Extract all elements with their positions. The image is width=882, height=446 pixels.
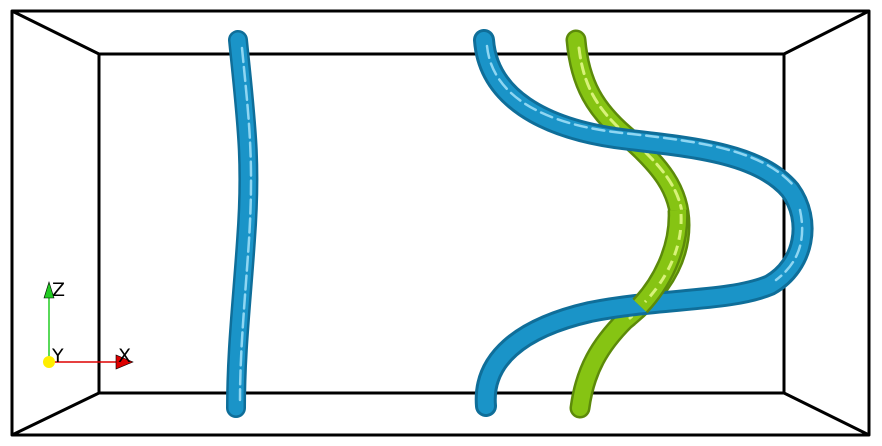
bounding-box [10,9,871,437]
y-axis-dot [43,356,55,368]
blue-tube-straight [226,30,259,418]
orientation-axes: Z Y X [43,279,134,370]
y-axis-label: Y [51,345,64,367]
box-edge-bottom-right [783,391,870,437]
x-axis-arrowhead [115,354,134,370]
green-tube-helix [565,29,691,419]
box-back-face [97,52,786,395]
green-tube-helix-front [632,209,689,314]
box-edge-top-left [11,9,100,56]
z-axis-arrowhead [43,280,55,299]
z-axis-label: Z [52,279,65,301]
box-front-face [10,9,871,437]
x-axis-label: X [118,345,131,367]
box-edge-top-right [783,9,870,56]
blue-tube-helix [473,29,814,417]
box-edge-bottom-left [11,391,100,437]
